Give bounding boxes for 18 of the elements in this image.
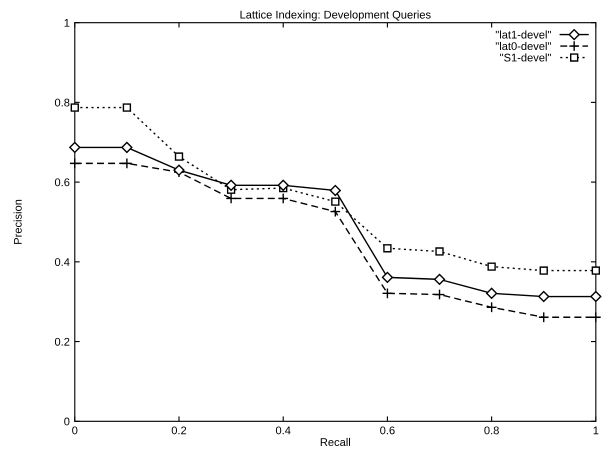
- x-tick-label: 1: [594, 426, 598, 434]
- chart-title: Lattice Indexing: Development Queries: [240, 10, 431, 21]
- legend-label: "lat1-devel": [496, 30, 551, 39]
- legend-label: "S1-devel": [500, 53, 551, 62]
- y-axis-title: Precision: [14, 200, 22, 244]
- y-tick-label: 1: [64, 19, 70, 27]
- x-tick-label: 0.8: [484, 426, 499, 434]
- y-tick-label: 0.8: [54, 98, 70, 107]
- x-tick-label: 0.2: [172, 426, 186, 434]
- y-tick-label: 0: [64, 418, 70, 426]
- legend-label: "lat0-devel": [496, 42, 551, 50]
- x-axis-title: Recall: [320, 438, 350, 446]
- y-tick-label: 0.2: [54, 338, 70, 346]
- x-tick-label: 0.6: [380, 426, 395, 434]
- y-tick-label: 0.4: [54, 258, 70, 266]
- x-tick-label: 0.4: [276, 426, 291, 434]
- y-tick-label: 0.6: [54, 178, 70, 186]
- x-tick-label: 0: [72, 426, 78, 434]
